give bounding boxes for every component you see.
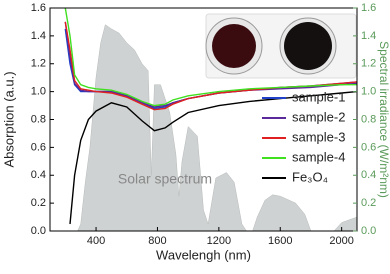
y2-tick-label: 1.4 [361, 30, 376, 42]
y-tick-label: 0.2 [31, 197, 46, 209]
y-tick-label: 1.2 [31, 58, 46, 70]
y2-tick-label: 0.2 [361, 197, 376, 209]
y2-tick-label: 1.6 [361, 2, 376, 14]
y2-tick-label: 0.6 [361, 141, 376, 153]
legend-label: sample-3 [292, 129, 345, 144]
y2-tick-label: 0.4 [361, 169, 376, 181]
x-tick-label: 2000 [329, 235, 353, 247]
x-tick-label: 800 [148, 235, 166, 247]
y-tick-label: 0.0 [31, 225, 46, 237]
x-axis-label: Wavelengh (nm) [156, 247, 251, 262]
y-tick-label: 0.6 [31, 141, 46, 153]
y-tick-label: 0.4 [31, 169, 46, 181]
y-tick-label: 1.4 [31, 30, 46, 42]
legend-label: sample-2 [292, 109, 345, 124]
y2-tick-label: 1.2 [361, 58, 376, 70]
y2-tick-label: 0.8 [361, 113, 376, 125]
solar-area [77, 24, 358, 232]
annotation: Solar spectrum [118, 171, 212, 187]
y-axis-label: Absorption (a.u.) [1, 71, 16, 167]
legend-label: sample-4 [292, 149, 345, 164]
y-tick-label: 1.0 [31, 86, 46, 98]
photo-sample [284, 22, 332, 70]
y2-tick-label: 1.0 [361, 86, 376, 98]
x-tick-label: 400 [87, 235, 105, 247]
x-tick-label: 1600 [268, 235, 292, 247]
x-tick-label: 1200 [207, 235, 231, 247]
legend-label: sample-1 [292, 89, 345, 104]
y-tick-label: 1.6 [31, 2, 46, 14]
series-line [64, 7, 357, 107]
y-tick-label: 0.8 [31, 113, 46, 125]
legend-label: Fe₃O₄ [292, 169, 328, 184]
y2-axis-label: Spectral irradiance (W/m²nm) [377, 41, 390, 198]
series-line [64, 21, 358, 108]
y2-tick-label: 0.0 [361, 225, 376, 237]
photo-sample [212, 24, 256, 68]
